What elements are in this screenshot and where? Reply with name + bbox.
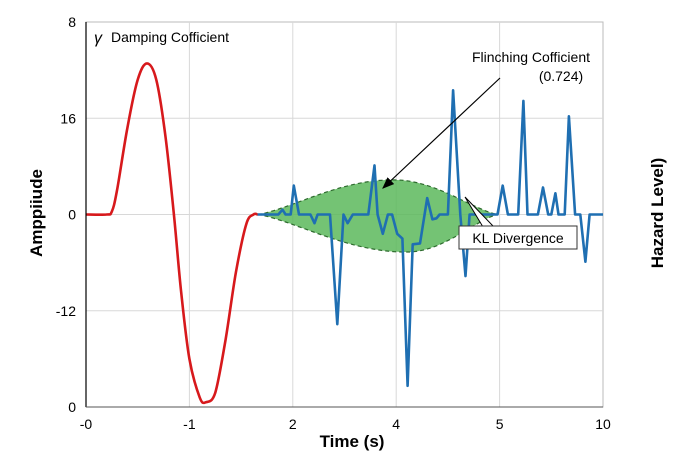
x-tick-label: 5 — [496, 416, 504, 432]
legend-symbol: γ — [94, 30, 103, 47]
y-tick-label: 16 — [60, 110, 76, 126]
x-tick-label: -1 — [183, 416, 196, 432]
flinching-arrow — [382, 77, 501, 189]
signal-series-line — [257, 89, 603, 388]
legend-label: Damping Cofficient — [111, 29, 229, 45]
x-tick-label: 4 — [392, 416, 400, 432]
y-tick-label: 0 — [68, 399, 76, 415]
kl-callout-box — [458, 225, 578, 250]
y-tick-label: 0 — [68, 207, 76, 223]
y-tick-label: 8 — [68, 14, 76, 30]
flinching-annotation-line2: (0.724) — [539, 68, 583, 84]
flinching-annotation-line1: Flinching Cofficient — [472, 49, 590, 65]
x-tick-label: 2 — [289, 416, 297, 432]
x-axis-label: Time (s) — [320, 432, 385, 451]
y-axis-label: Amppiiude — [27, 169, 46, 257]
y-tick-label: -12 — [56, 303, 76, 319]
x-tick-label: 10 — [595, 416, 611, 432]
x-tick-label: -0 — [80, 416, 93, 432]
y-axis-right-label: Hazard Level) — [648, 158, 667, 269]
kl-callout-label: KL Divergence — [472, 230, 564, 246]
damping-series-line — [85, 62, 258, 405]
